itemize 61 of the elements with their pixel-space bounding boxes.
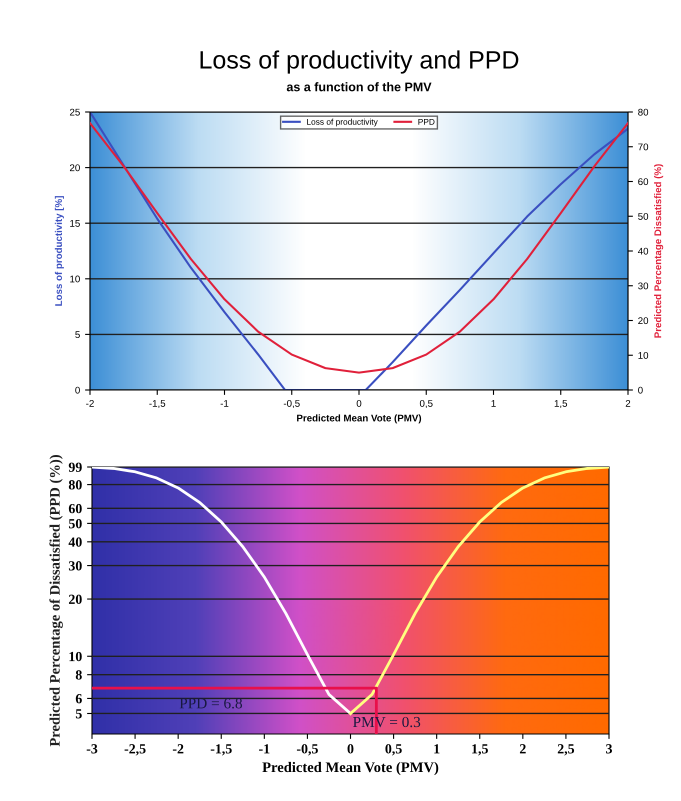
y-tick-label: 10 — [70, 276, 80, 282]
annotation: PPD = 6.8 — [180, 698, 242, 709]
x-tick-label: 1,5 — [472, 744, 488, 756]
y-tick-label: 20 — [70, 164, 80, 172]
x-tick-label: 1 — [434, 744, 440, 754]
y-axis-title: Loss of productivity [%] — [54, 196, 64, 306]
y-tick-label: 40 — [68, 537, 82, 547]
x-tick-label: 0 — [356, 400, 362, 407]
y2-tick-label: 70 — [638, 143, 648, 150]
x-tick-label: 2 — [626, 400, 630, 407]
y2-tick-label: 40 — [638, 248, 648, 255]
y-tick-label: 5 — [76, 709, 82, 718]
y-tick-label: 99 — [68, 462, 82, 472]
y2-tick-label: 0 — [638, 386, 643, 394]
x-tick-label: -2 — [172, 744, 184, 754]
y-tick-label: 30 — [68, 561, 82, 571]
chart-subtitle: as a function of the PMV — [286, 82, 432, 92]
x-tick-label: 0 — [348, 744, 354, 754]
x-tick-label: 0,5 — [420, 400, 433, 408]
legend-label: Loss of productivity — [307, 118, 378, 126]
x-tick-label: -0,5 — [296, 744, 318, 756]
chart-title: Loss of productivity and PPD — [200, 50, 518, 74]
y2-axis-title: Predicted Percentage Dissatisfied (%) — [654, 164, 664, 338]
y2-tick-label: 60 — [638, 178, 648, 186]
line-series — [92, 467, 352, 715]
y-tick-label: 10 — [70, 652, 82, 662]
y-tick-label: 50 — [68, 518, 82, 528]
x-axis-title: Predicted Mean Vote (PMV) — [262, 762, 438, 776]
x-tick-label: -1 — [259, 744, 270, 754]
y-axis-title: Predicted Percentage of Dissatisfied (PPD (%)) — [49, 455, 63, 746]
annotation: PMV = 0.3 — [353, 716, 420, 728]
x-tick-label: 0,5 — [385, 744, 402, 756]
y-tick-label: 5 — [75, 331, 80, 338]
y2-tick-label: 80 — [638, 108, 648, 116]
y-tick-label: 15 — [70, 220, 80, 227]
y-tick-label: 8 — [76, 670, 82, 680]
y-tick-label: 0 — [75, 386, 80, 394]
x-tick-label: 1,5 — [554, 400, 568, 408]
x-tick-label: -2,5 — [124, 744, 146, 756]
x-tick-label: -1 — [220, 400, 228, 407]
y2-tick-label: 50 — [638, 212, 648, 220]
y-tick-label: 20 — [68, 594, 82, 604]
line-series — [349, 467, 609, 715]
y2-tick-label: 20 — [638, 317, 648, 324]
y-tick-label: 25 — [70, 108, 80, 116]
x-tick-label: -0,5 — [284, 400, 300, 408]
x-tick-label: 3 — [606, 744, 612, 754]
y-tick-label: 60 — [68, 504, 82, 514]
y2-tick-label: 30 — [638, 282, 648, 290]
x-tick-label: -1,5 — [210, 744, 232, 756]
x-tick-label: 2 — [520, 744, 526, 754]
x-axis-title: Predicted Mean Vote (PMV) — [297, 414, 422, 424]
x-tick-label: -2 — [86, 400, 94, 407]
y-tick-label: 80 — [68, 480, 82, 490]
x-tick-label: 2,5 — [558, 744, 574, 756]
x-tick-label: -1,5 — [149, 400, 166, 408]
y2-tick-label: 10 — [638, 352, 648, 359]
y-tick-label: 6 — [76, 694, 82, 704]
x-tick-label: -3 — [86, 744, 98, 754]
x-tick-label: 1 — [492, 400, 496, 407]
legend-label: PPD — [418, 118, 434, 125]
